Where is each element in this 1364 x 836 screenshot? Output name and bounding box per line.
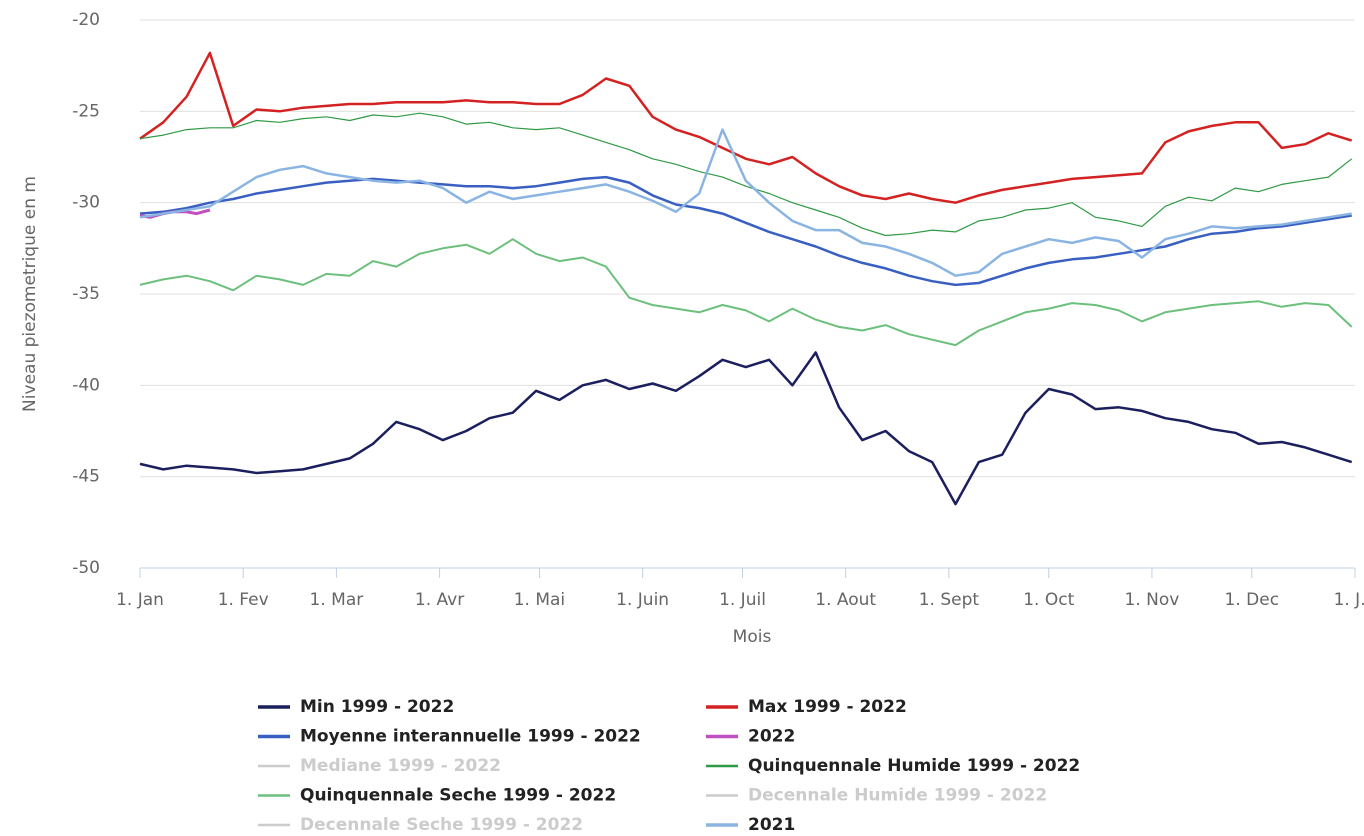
x-tick-label: 1. Fev — [218, 590, 269, 610]
y-axis-title: Niveau piezometrique en m — [20, 176, 40, 412]
y-tick-label: -40 — [72, 375, 100, 395]
x-tick-label: 1. Sept — [919, 590, 980, 610]
y-tick-label: -45 — [72, 467, 100, 487]
y-tick-label: -50 — [72, 558, 100, 578]
y-tick-label: -20 — [72, 10, 100, 30]
x-axis-title: Mois — [733, 627, 772, 647]
x-tick-label: 1. Juil — [719, 590, 766, 610]
y-tick-label: -35 — [72, 284, 100, 304]
x-tick-label: 1. Mai — [514, 590, 565, 610]
series-line — [139, 112, 1353, 237]
legend-label[interactable]: Moyenne interannuelle 1999 - 2022 — [300, 727, 641, 747]
legend-label[interactable]: Quinquennale Humide 1999 - 2022 — [748, 756, 1080, 776]
series-line — [139, 51, 1353, 204]
x-tick-label: 1. Jan — [116, 590, 164, 610]
legend-label[interactable]: Quinquennale Seche 1999 - 2022 — [300, 786, 616, 806]
x-tick-label: 1. Avr — [415, 590, 464, 610]
legend-label[interactable]: Min 1999 - 2022 — [300, 697, 454, 717]
series-line — [139, 128, 1352, 277]
legend-label[interactable]: Mediane 1999 - 2022 — [300, 756, 501, 776]
legend-label[interactable]: 2021 — [748, 815, 795, 835]
y-tick-label: -25 — [72, 101, 100, 121]
x-tick-label: 1. Oct — [1023, 590, 1074, 610]
x-tick-label: 1. Juin — [616, 590, 669, 610]
series-line — [139, 175, 1352, 287]
x-tick-label: 1. Dec — [1225, 590, 1280, 610]
legend-label[interactable]: 2022 — [748, 727, 795, 747]
series-line — [139, 238, 1353, 347]
x-tick-label: 1. Nov — [1125, 590, 1180, 610]
legend-label[interactable]: Max 1999 - 2022 — [748, 697, 907, 717]
x-tick-label: 1. Aout — [815, 590, 876, 610]
x-tick-label: 1. J... — [1334, 590, 1364, 610]
x-tick-label: 1. Mar — [310, 590, 364, 610]
legend-label[interactable]: Decennale Humide 1999 - 2022 — [748, 786, 1047, 806]
y-tick-label: -30 — [72, 193, 100, 213]
legend-label[interactable]: Decennale Seche 1999 - 2022 — [300, 815, 583, 835]
series-line — [139, 351, 1353, 506]
